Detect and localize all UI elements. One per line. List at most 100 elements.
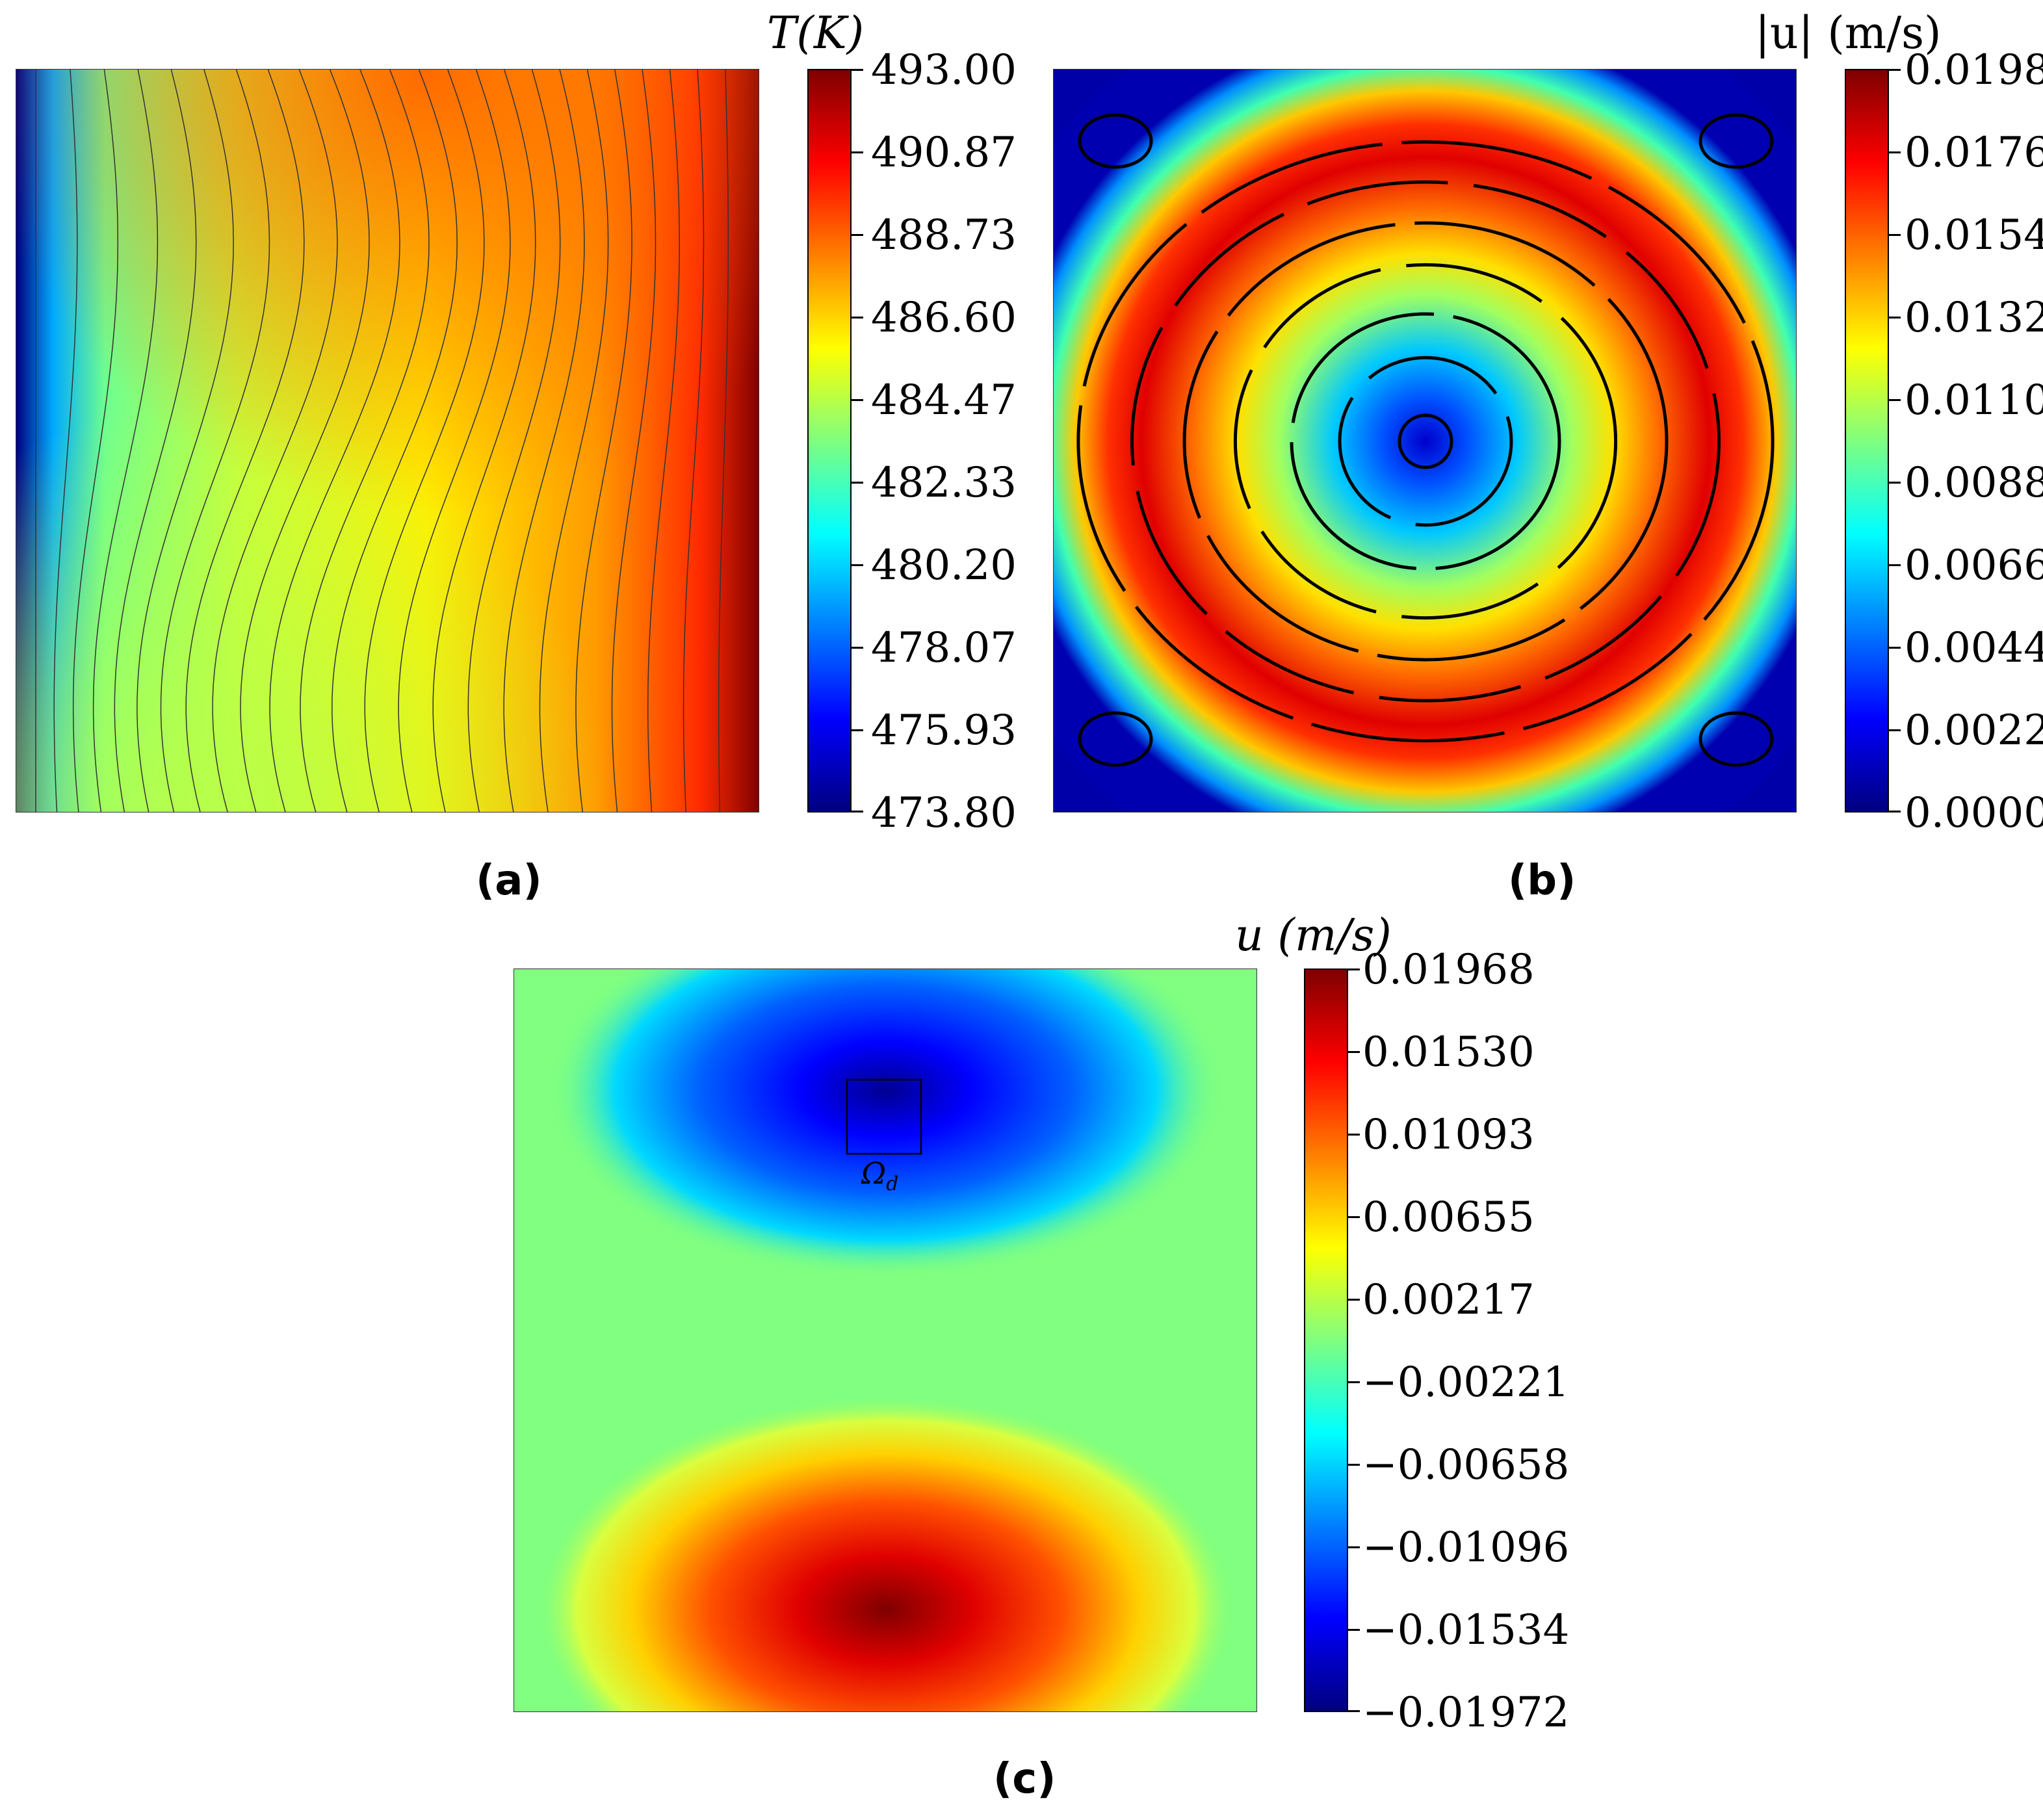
isotherm-line (647, 70, 681, 812)
isotherm-line (72, 70, 119, 812)
isotherm-line (503, 70, 585, 812)
isotherm-line (92, 70, 159, 812)
cbar-c-tick (1348, 1299, 1360, 1301)
cbar-b-tick-label: 0.0088 (1905, 459, 2043, 507)
cbar-b-tick (1889, 69, 1901, 71)
cbar-c-tick (1348, 1464, 1360, 1466)
cbar-a-tick-label: 478.07 (871, 624, 1017, 672)
omega-d-box (846, 1078, 922, 1155)
cbar-c-tick (1348, 1216, 1360, 1218)
isotherm-line (300, 70, 430, 812)
cbar-c-tick-label: 0.00655 (1362, 1193, 1535, 1242)
cbar-b-tick-label: 0.0154 (1905, 211, 2043, 259)
panel-b-label: (b) (1508, 857, 1576, 905)
cbar-c-tick-label: −0.00658 (1362, 1441, 1570, 1489)
cbar-b-tick-label: 0.0198 (1905, 46, 2043, 94)
cbar-c-tick-label: 0.01093 (1362, 1111, 1535, 1159)
cbar-c-tick (1348, 1629, 1360, 1631)
temperature-colorbar-title: T(K) (767, 8, 865, 59)
u-velocity-heatmap (535, 969, 1237, 1711)
negative-u-region (548, 969, 1224, 1278)
cbar-c-tick (1348, 1710, 1360, 1712)
cbar-a-tick-label: 490.87 (871, 129, 1017, 177)
cbar-b-tick-label: 0.0000 (1905, 789, 2043, 837)
isotherm-line (240, 70, 370, 812)
temperature-field-plot (16, 69, 759, 812)
corner-vortex-streamline (1698, 113, 1774, 169)
cbar-c-tick-label: −0.00221 (1362, 1358, 1570, 1407)
streamline (1290, 312, 1561, 571)
cbar-c-tick (1348, 1546, 1360, 1548)
cbar-a-tick (852, 729, 863, 731)
cbar-a-tick (852, 234, 863, 236)
cbar-a-tick-label: 480.20 (871, 541, 1017, 590)
cbar-c-tick-label: −0.01096 (1362, 1524, 1570, 1572)
omega-d-label: Ωd (861, 1156, 899, 1196)
cbar-b-tick (1889, 399, 1901, 401)
cbar-b-tick-label: 0.0132 (1905, 294, 2043, 342)
cbar-b-tick (1889, 647, 1901, 649)
velocity-magnitude-colorbar-title: |u| (m/s) (1755, 8, 1942, 59)
isotherm-line (683, 70, 705, 812)
cbar-a-tick (852, 647, 863, 649)
cbar-a-tick (852, 399, 863, 401)
velocity-magnitude-colorbar (1845, 69, 1889, 812)
panel-a-label: (a) (476, 857, 542, 905)
cbar-b-tick-label: 0.0044 (1905, 624, 2043, 672)
cbar-a-tick (852, 69, 863, 71)
isotherm-line (364, 70, 485, 812)
u-velocity-plot (514, 968, 1257, 1712)
streamline (1398, 413, 1453, 469)
cbar-b-tick (1889, 811, 1901, 812)
cbar-b-tick (1889, 564, 1901, 566)
isotherm-lines (35, 70, 729, 812)
streamlines (1076, 113, 1775, 767)
cbar-b-tick-label: 0.0066 (1905, 541, 2043, 590)
cbar-a-tick-label: 488.73 (871, 211, 1017, 259)
corner-vortex-streamline (1078, 711, 1153, 767)
isotherm-line (432, 70, 536, 812)
cbar-a-tick (852, 482, 863, 484)
cbar-b-tick (1889, 234, 1901, 236)
streamline (1233, 263, 1618, 620)
cbar-c-tick-label: −0.01534 (1362, 1606, 1570, 1654)
corner-vortex-streamline (1078, 113, 1153, 169)
u-velocity-colorbar-title: u (m/s) (1235, 910, 1392, 961)
cbar-b-tick (1889, 482, 1901, 484)
streamline (1130, 180, 1721, 703)
cbar-a-tick (852, 151, 863, 153)
cbar-b-tick (1889, 729, 1901, 731)
isotherm-line (539, 70, 609, 812)
cbar-b-tick (1889, 151, 1901, 153)
streamline (1182, 221, 1669, 662)
corner-vortex-streamline (1698, 711, 1774, 767)
cbar-c-tick-label: 0.00217 (1362, 1276, 1535, 1324)
cbar-a-tick-label: 493.00 (871, 46, 1017, 94)
cbar-b-tick-label: 0.0176 (1905, 129, 2043, 177)
cbar-c-tick-label: 0.01968 (1362, 946, 1535, 994)
isotherm-line (467, 70, 561, 812)
streamline (1076, 140, 1775, 743)
temperature-colorbar (807, 69, 852, 812)
streamline (1338, 356, 1513, 527)
cbar-c-tick-label: −0.01972 (1362, 1689, 1570, 1737)
isotherm-line (611, 70, 657, 812)
isotherm-line (269, 70, 400, 812)
isotherm-line (575, 70, 632, 812)
isotherm-line (185, 70, 305, 812)
temperature-heatmap (16, 70, 759, 812)
cbar-c-tick (1348, 1381, 1360, 1383)
isotherm-line (137, 70, 234, 812)
temperature-cool-bottom (16, 70, 759, 812)
isotherm-line (53, 70, 78, 812)
isotherm-line (160, 70, 270, 812)
velocity-magnitude-field (1054, 70, 1796, 812)
cbar-c-tick-label: 0.01530 (1362, 1028, 1535, 1076)
isotherm-line (718, 70, 729, 812)
panel-c-label: (c) (993, 1755, 1056, 1803)
cbar-c-tick (1348, 1051, 1360, 1053)
cbar-a-tick (852, 811, 863, 812)
cbar-a-tick-label: 486.60 (871, 294, 1017, 342)
cbar-a-tick-label: 484.47 (871, 376, 1017, 424)
cbar-c-tick (1348, 968, 1360, 970)
